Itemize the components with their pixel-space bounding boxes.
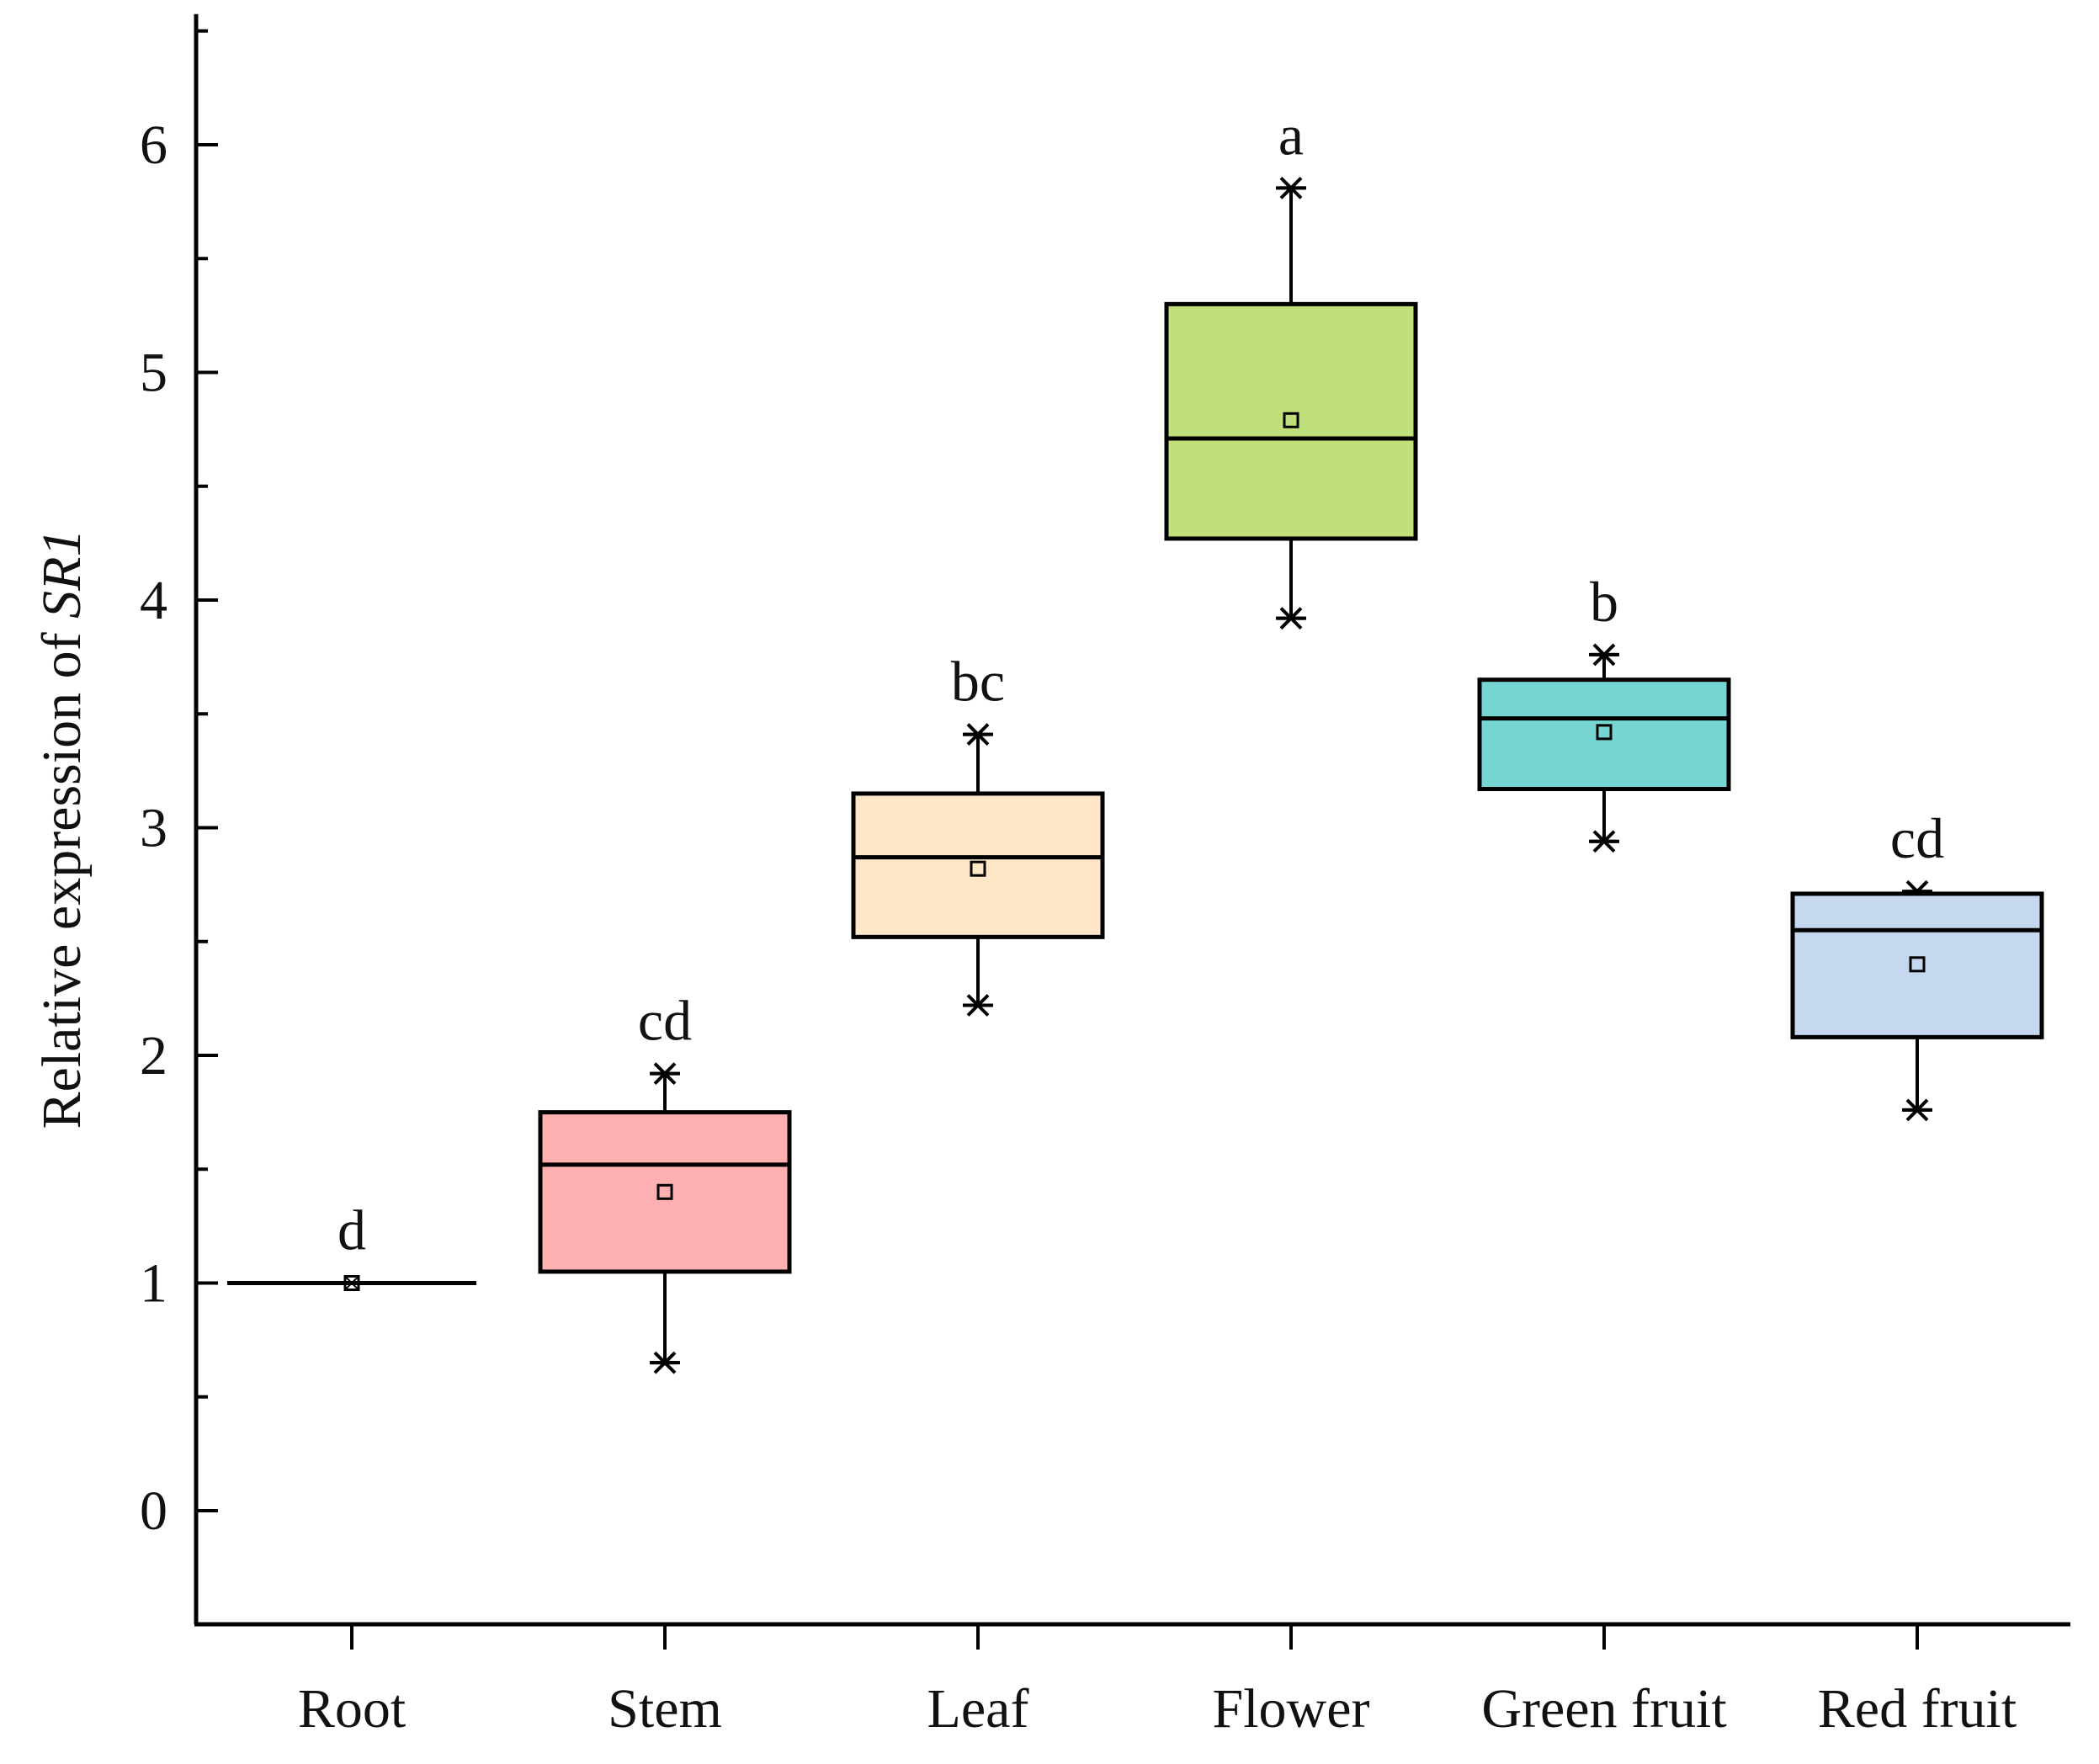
mean-marker <box>1596 724 1613 741</box>
significance-letter: bc <box>951 650 1005 714</box>
labels: Root Stem Leaf Flower Green fruit Red fruit d c… <box>298 103 2017 1740</box>
mean-marker <box>970 860 986 877</box>
x-tick-label: Flower <box>1213 1678 1370 1740</box>
mean-marker-cross <box>344 1275 359 1291</box>
y-tick-label: 5 <box>140 343 167 404</box>
whisker-end-marker <box>651 1062 678 1086</box>
box-flower <box>1164 176 1418 630</box>
box-green-fruit <box>1477 643 1731 853</box>
whisker-end-marker <box>1591 830 1618 853</box>
significance-letter: cd <box>638 989 692 1053</box>
box-body <box>851 791 1105 939</box>
box-red-fruit <box>1790 879 2044 1122</box>
whisker-end-marker <box>964 994 991 1017</box>
y-tick-label: 4 <box>140 570 167 631</box>
x-tick-label: Stem <box>608 1678 722 1740</box>
significance-letter: cd <box>1890 806 1944 870</box>
significance-letter: a <box>1278 103 1304 167</box>
x-tick-label: Leaf <box>927 1678 1029 1740</box>
x-tick-label: Root <box>298 1678 406 1740</box>
whisker-end-marker <box>651 1351 678 1374</box>
y-tick-label: 0 <box>140 1480 167 1542</box>
x-tick-label: Red fruit <box>1818 1678 2017 1740</box>
y-axis-title-prefix: Relative expression of <box>31 619 93 1129</box>
y-axis-title: Relative expression of SR1 <box>31 529 93 1129</box>
whisker-end-marker <box>1904 1098 1931 1122</box>
significance-letter: d <box>337 1198 366 1262</box>
box-body <box>1790 891 2044 1039</box>
mean-marker <box>656 1183 673 1200</box>
whisker-end-marker <box>1591 643 1618 667</box>
y-axis-title-gene: SR1 <box>31 529 93 619</box>
box-body <box>1477 677 1731 792</box>
y-tick-label: 2 <box>140 1025 167 1087</box>
x-tick-label: Green fruit <box>1481 1678 1726 1740</box>
whisker-end-marker <box>1278 176 1305 199</box>
y-tick-label: 1 <box>140 1253 167 1315</box>
box-stem <box>538 1062 792 1374</box>
mean-marker <box>1909 956 1926 973</box>
box-root <box>227 1275 476 1291</box>
significance-letter: b <box>1590 570 1618 634</box>
mean-marker <box>1283 412 1299 428</box>
mean-marker <box>343 1275 360 1291</box>
whisker-end-marker <box>964 723 991 747</box>
boxes <box>227 176 2044 1374</box>
whisker-end-marker <box>1278 607 1305 630</box>
y-tick-label: 3 <box>140 798 167 859</box>
box-body <box>538 1110 792 1274</box>
y-tick-label: 6 <box>140 114 167 176</box>
box-body <box>1164 301 1418 541</box>
axes: 0 1 2 3 4 5 6 <box>140 13 2070 1650</box>
box-leaf <box>851 723 1105 1017</box>
